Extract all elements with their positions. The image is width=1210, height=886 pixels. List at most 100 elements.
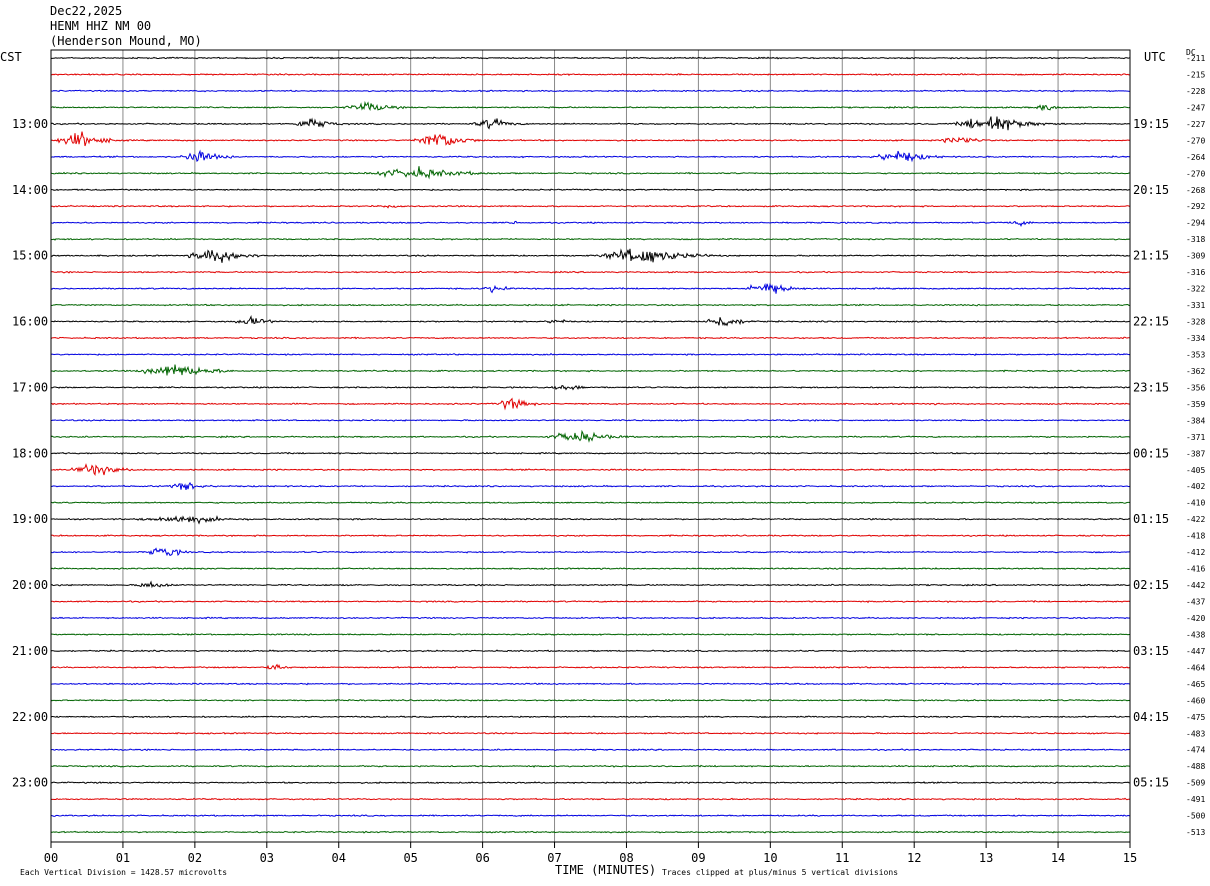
seismic-trace [50,429,1131,443]
seismic-trace [50,303,1131,307]
right-hour-label: 22:15 [1133,315,1169,329]
dc-offset-label: -483 [1186,729,1205,738]
dc-offset-label: -438 [1186,630,1205,639]
station-location: (Henderson Mound, MO) [50,34,202,48]
left-hour-label: 16:00 [12,315,48,329]
seismic-trace [50,748,1131,752]
seismic-trace [50,100,1131,112]
dc-offset-label: -422 [1186,515,1205,524]
seismic-trace [50,336,1131,340]
dc-offset-label: -491 [1186,795,1205,804]
dc-offset-label: -513 [1186,828,1205,837]
seismic-traces [50,56,1131,834]
dc-offset-label: -474 [1186,746,1205,755]
seismic-trace [50,72,1131,76]
seismic-trace [50,797,1131,801]
x-tick-label: 14 [1051,851,1065,865]
seismic-trace [50,534,1131,538]
seismic-trace [50,131,1131,147]
dc-offset-label: -215 [1186,70,1205,79]
dc-offset-label: -356 [1186,383,1205,392]
dc-offset-label: -322 [1186,285,1205,294]
seismic-trace [50,364,1131,376]
seismic-trace [51,220,1130,227]
dc-offset-label: -442 [1186,581,1205,590]
seismic-trace [50,600,1131,604]
dc-offset-label: -371 [1186,433,1205,442]
seismic-trace [50,515,1131,525]
right-hour-label: 04:15 [1133,710,1169,724]
dc-offset-label: -270 [1186,169,1205,178]
seismic-trace [50,384,1131,391]
x-tick-label: 08 [619,851,633,865]
left-hour-label: 14:00 [12,183,48,197]
left-hour-label: 22:00 [12,710,48,724]
plot-border [50,49,1131,843]
dc-offset-label: -418 [1186,532,1205,541]
seismic-trace [50,481,1131,490]
x-tick-label: 01 [116,851,130,865]
seismic-trace [50,830,1131,834]
dc-offset-label: -227 [1186,120,1205,129]
seismic-trace [50,731,1131,735]
x-tick-label: 00 [44,851,58,865]
right-hour-label: 03:15 [1133,644,1169,658]
dc-offset-label: -437 [1186,598,1205,607]
seismic-trace [50,632,1130,636]
seismic-trace [50,397,1131,411]
right-hour-label: 05:15 [1133,776,1169,790]
dc-offset-label: -331 [1186,301,1205,310]
x-axis-title: TIME (MINUTES) [555,863,657,877]
left-hour-label: 23:00 [12,776,48,790]
seismic-trace [50,463,1131,477]
right-hour-label: 19:15 [1133,117,1169,131]
seismic-trace [50,451,1131,455]
seismic-trace [50,270,1131,274]
x-tick-label: 15 [1123,851,1137,865]
seismic-trace [50,501,1131,505]
dc-offset-label: -353 [1186,350,1205,359]
right-hour-label: 21:15 [1133,249,1169,263]
dc-offset-label: -328 [1186,318,1205,327]
plot-date: Dec22,2025 [50,4,123,18]
x-tick-label: 06 [475,851,489,865]
right-hour-label: 20:15 [1133,183,1169,197]
right-hour-label: 23:15 [1133,380,1169,394]
dc-offset-label: -447 [1186,647,1205,656]
seismic-trace [50,352,1131,356]
right-hour-label: 00:15 [1133,446,1169,460]
seismic-trace [50,237,1131,241]
right-hour-label: 02:15 [1133,578,1169,592]
seismic-trace [50,188,1131,192]
x-tick-label: 12 [907,851,921,865]
seismic-trace [50,814,1130,817]
right-hour-label: 01:15 [1133,512,1169,526]
dc-offset-label: -412 [1186,548,1205,557]
left-hour-label: 20:00 [12,578,48,592]
seismic-trace [50,204,1131,209]
dc-offset-label: -384 [1186,416,1205,425]
station-code: HENM HHZ NM 00 [50,19,152,33]
left-hour-label: 19:00 [12,512,48,526]
seismic-trace [50,282,1131,294]
left-hour-label: 21:00 [12,644,48,658]
right-timezone: UTC [1144,50,1166,64]
seismic-trace [50,56,1131,60]
dc-offset-label: -509 [1186,779,1205,788]
left-hour-label: 17:00 [12,380,48,394]
seismic-trace [51,418,1131,422]
x-tick-label: 04 [332,851,346,865]
dc-offset-label: -270 [1186,136,1205,145]
left-hour-label: 13:00 [12,117,48,131]
dc-offset-label: -247 [1186,103,1205,112]
seismic-trace [50,781,1131,785]
plot-frame [50,49,1131,848]
dc-offset-label: -211 [1186,54,1205,63]
dc-offset-label: -309 [1186,252,1205,261]
x-tick-label: 11 [835,851,849,865]
x-tick-label: 13 [979,851,993,865]
dc-offset-label: -268 [1186,186,1205,195]
seismic-trace [50,663,1131,671]
dc-offset-label: -420 [1186,614,1205,623]
seismic-trace [50,166,1131,180]
